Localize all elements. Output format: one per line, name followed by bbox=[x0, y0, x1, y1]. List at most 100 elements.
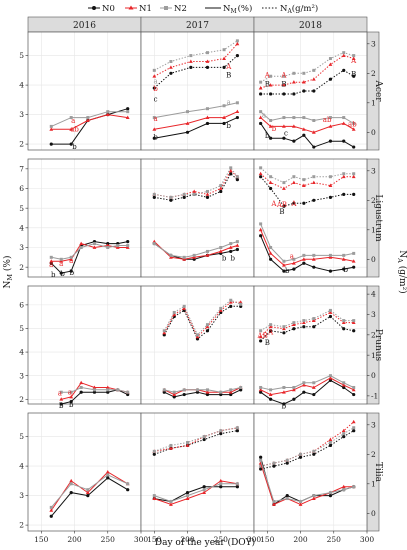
data-point-na-n2 bbox=[312, 175, 316, 179]
data-point-na-n2 bbox=[282, 74, 286, 78]
data-point-na-n1 bbox=[205, 324, 210, 329]
data-point-nm-n2 bbox=[69, 116, 73, 120]
data-point-na-n0 bbox=[205, 329, 210, 333]
data-point-na-n2 bbox=[342, 172, 346, 176]
y2-tick-label: 3 bbox=[371, 39, 376, 48]
data-point-na-n2 bbox=[285, 458, 289, 462]
data-point-nm-n1 bbox=[192, 255, 197, 259]
data-point-nm-n2 bbox=[186, 110, 190, 114]
data-point-nm-n2 bbox=[342, 381, 346, 385]
data-point-na-n0 bbox=[292, 201, 296, 205]
data-point-nm-n2 bbox=[92, 388, 96, 392]
data-point-nm-n2 bbox=[219, 482, 223, 486]
y-tick-label: 4 bbox=[19, 462, 24, 471]
data-point-nm-n1 bbox=[202, 490, 207, 495]
data-point-nm-n0 bbox=[328, 139, 333, 143]
data-point-na-n0 bbox=[235, 54, 239, 58]
data-point-na-n0 bbox=[205, 65, 210, 69]
y2-tick-label: 2 bbox=[371, 69, 376, 78]
data-point-na-n1 bbox=[301, 320, 306, 325]
data-point-na-n2 bbox=[219, 306, 223, 310]
data-point-na-n2 bbox=[152, 68, 156, 72]
panel-acer-2016: 2 3 4 5 aab b bbox=[19, 31, 142, 151]
significance-label: a bbox=[58, 390, 62, 398]
data-point-na-n2 bbox=[259, 166, 263, 170]
data-point-na-n0 bbox=[328, 195, 333, 199]
data-point-na-n2 bbox=[196, 333, 199, 337]
data-point-na-n2 bbox=[192, 192, 196, 196]
x-tick-label: 150 bbox=[260, 535, 275, 544]
data-point-nm-n0 bbox=[342, 267, 346, 271]
strip-label-acer: Acer bbox=[373, 79, 383, 102]
y-tick-label: 4 bbox=[19, 81, 24, 90]
data-point-nm-n0 bbox=[342, 139, 346, 143]
data-point-nm-n2 bbox=[312, 381, 316, 385]
data-point-nm-n1 bbox=[272, 502, 276, 506]
data-point-nm-n1 bbox=[301, 127, 306, 131]
significance-label: A bbox=[267, 328, 274, 336]
data-point-na-n1 bbox=[341, 320, 346, 325]
data-point-nm-n1 bbox=[115, 245, 120, 249]
data-point-nm-n1 bbox=[341, 383, 346, 387]
data-point-nm-n2 bbox=[126, 110, 130, 114]
data-point-na-n2 bbox=[292, 175, 296, 179]
data-point-nm-n2 bbox=[126, 482, 130, 486]
data-point-nm-n1 bbox=[125, 245, 130, 249]
data-point-na-n0 bbox=[328, 314, 333, 319]
data-point-na-n0 bbox=[312, 89, 316, 93]
panel-bg-tilia-2017 bbox=[141, 413, 254, 531]
significance-label: a bbox=[71, 117, 75, 125]
panel-bg-acer-2016 bbox=[28, 32, 141, 150]
data-point-na-n2 bbox=[259, 80, 263, 84]
significance-label: A bbox=[350, 57, 357, 65]
data-point-nm-n1 bbox=[258, 227, 263, 232]
data-point-na-n1 bbox=[258, 334, 263, 339]
data-point-na-n0 bbox=[152, 195, 156, 199]
data-point-nm-n1 bbox=[298, 502, 303, 506]
data-point-nm-n1 bbox=[301, 257, 306, 261]
data-point-nm-n1 bbox=[258, 387, 263, 392]
data-point-nm-n2 bbox=[352, 251, 356, 255]
significance-label: b bbox=[51, 271, 56, 279]
data-point-na-n0 bbox=[182, 195, 186, 199]
data-point-nm-n2 bbox=[86, 116, 90, 120]
data-point-na-n1 bbox=[291, 80, 296, 84]
data-point-na-n1 bbox=[195, 334, 200, 339]
data-point-nm-n2 bbox=[239, 385, 243, 389]
data-point-nm-n2 bbox=[269, 246, 273, 249]
data-point-nm-n2 bbox=[328, 116, 332, 120]
data-point-na-n1 bbox=[268, 324, 273, 329]
significance-label: B bbox=[226, 72, 231, 80]
data-point-na-n2 bbox=[328, 175, 332, 179]
data-point-na-n2 bbox=[342, 51, 346, 55]
data-point-nm-n1 bbox=[282, 390, 286, 394]
data-point-nm-n1 bbox=[235, 109, 240, 114]
y2-tick-label: 2 bbox=[371, 196, 376, 205]
data-point-na-n2 bbox=[328, 308, 332, 312]
data-point-nm-n2 bbox=[229, 242, 233, 246]
data-point-nm-n0 bbox=[69, 269, 73, 273]
series-line-na-n0 bbox=[153, 55, 238, 89]
data-point-na-n2 bbox=[235, 175, 239, 179]
data-point-na-n2 bbox=[239, 302, 243, 306]
data-point-nm-n2 bbox=[69, 390, 73, 394]
significance-label: a bbox=[227, 98, 231, 106]
data-point-nm-n2 bbox=[205, 107, 209, 111]
data-point-na-n1 bbox=[228, 300, 233, 304]
data-point-na-n0 bbox=[222, 65, 226, 69]
data-point-na-n0 bbox=[272, 464, 276, 468]
data-point-na-n2 bbox=[152, 449, 156, 453]
legend-item-n0: N0 bbox=[88, 4, 115, 14]
data-point-na-n0 bbox=[328, 77, 333, 81]
data-point-nm-n1 bbox=[69, 257, 74, 261]
data-point-nm-n2 bbox=[192, 253, 196, 257]
data-point-na-n1 bbox=[258, 171, 263, 176]
series-line-na-n2 bbox=[260, 427, 354, 467]
y-tick-label: 2 bbox=[19, 263, 24, 272]
data-point-na-n0 bbox=[205, 195, 210, 199]
y2-tick-label: 1 bbox=[371, 98, 376, 107]
strip-label-tilia: Tilia bbox=[373, 462, 383, 483]
